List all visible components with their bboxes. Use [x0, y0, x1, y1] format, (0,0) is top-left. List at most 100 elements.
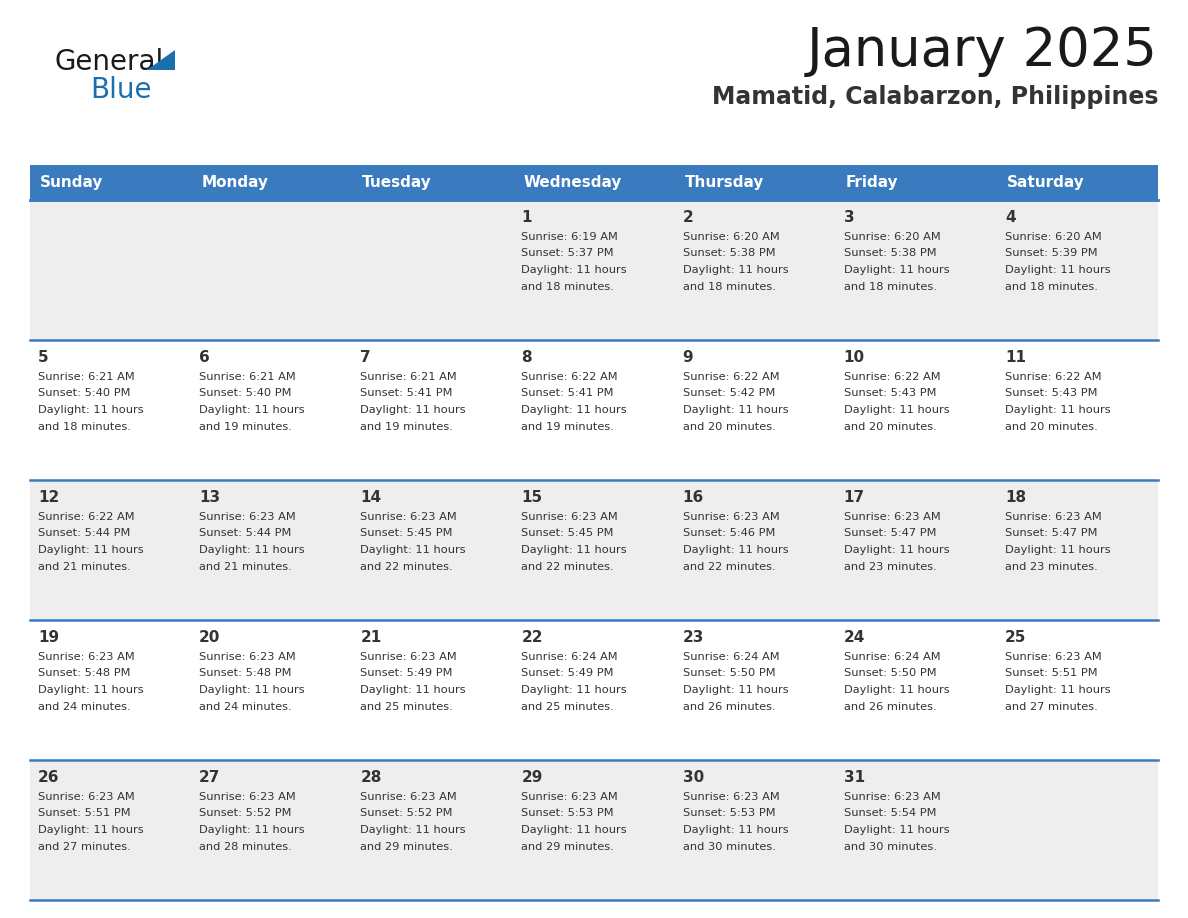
- Text: Sunset: 5:41 PM: Sunset: 5:41 PM: [360, 388, 453, 398]
- Text: Sunrise: 6:23 AM: Sunrise: 6:23 AM: [843, 512, 941, 522]
- Text: 16: 16: [683, 490, 703, 505]
- Text: and 29 minutes.: and 29 minutes.: [522, 842, 614, 852]
- Bar: [30, 165, 1158, 200]
- Text: Sunset: 5:47 PM: Sunset: 5:47 PM: [1005, 529, 1098, 539]
- Text: 28: 28: [360, 770, 381, 785]
- Text: Wednesday: Wednesday: [524, 175, 621, 190]
- Text: Sunset: 5:48 PM: Sunset: 5:48 PM: [38, 668, 131, 678]
- Text: Daylight: 11 hours: Daylight: 11 hours: [38, 825, 144, 835]
- Bar: [30, 760, 1158, 900]
- Text: Daylight: 11 hours: Daylight: 11 hours: [683, 685, 788, 695]
- Text: Blue: Blue: [90, 76, 152, 104]
- Text: Sunrise: 6:21 AM: Sunrise: 6:21 AM: [360, 372, 457, 382]
- Text: Daylight: 11 hours: Daylight: 11 hours: [1005, 265, 1111, 275]
- Text: Sunset: 5:47 PM: Sunset: 5:47 PM: [843, 529, 936, 539]
- Text: Daylight: 11 hours: Daylight: 11 hours: [1005, 405, 1111, 415]
- Bar: [30, 200, 1158, 340]
- Text: Sunset: 5:38 PM: Sunset: 5:38 PM: [683, 249, 776, 259]
- Text: General: General: [55, 48, 164, 76]
- Text: Sunrise: 6:21 AM: Sunrise: 6:21 AM: [38, 372, 134, 382]
- Text: and 25 minutes.: and 25 minutes.: [360, 701, 453, 711]
- Text: Sunset: 5:44 PM: Sunset: 5:44 PM: [38, 529, 131, 539]
- Text: 13: 13: [200, 490, 220, 505]
- Polygon shape: [147, 50, 175, 70]
- Text: Sunrise: 6:23 AM: Sunrise: 6:23 AM: [200, 512, 296, 522]
- Text: 30: 30: [683, 770, 703, 785]
- Text: Saturday: Saturday: [1007, 175, 1085, 190]
- Text: and 20 minutes.: and 20 minutes.: [1005, 421, 1098, 431]
- Text: 24: 24: [843, 630, 865, 645]
- Text: and 19 minutes.: and 19 minutes.: [522, 421, 614, 431]
- Text: Daylight: 11 hours: Daylight: 11 hours: [38, 405, 144, 415]
- Text: Sunrise: 6:23 AM: Sunrise: 6:23 AM: [360, 652, 457, 662]
- Text: Sunrise: 6:23 AM: Sunrise: 6:23 AM: [200, 792, 296, 802]
- Bar: [30, 480, 1158, 620]
- Text: and 21 minutes.: and 21 minutes.: [38, 562, 131, 572]
- Text: 25: 25: [1005, 630, 1026, 645]
- Text: and 20 minutes.: and 20 minutes.: [683, 421, 776, 431]
- Text: Sunset: 5:44 PM: Sunset: 5:44 PM: [200, 529, 291, 539]
- Text: Sunset: 5:52 PM: Sunset: 5:52 PM: [360, 809, 453, 819]
- Text: Daylight: 11 hours: Daylight: 11 hours: [522, 825, 627, 835]
- Text: Daylight: 11 hours: Daylight: 11 hours: [38, 685, 144, 695]
- Text: Sunrise: 6:22 AM: Sunrise: 6:22 AM: [38, 512, 134, 522]
- Text: and 18 minutes.: and 18 minutes.: [843, 282, 936, 292]
- Text: 11: 11: [1005, 350, 1026, 365]
- Text: Daylight: 11 hours: Daylight: 11 hours: [360, 685, 466, 695]
- Text: Daylight: 11 hours: Daylight: 11 hours: [38, 545, 144, 555]
- Text: Sunrise: 6:23 AM: Sunrise: 6:23 AM: [38, 792, 134, 802]
- Text: Sunrise: 6:21 AM: Sunrise: 6:21 AM: [200, 372, 296, 382]
- Text: Daylight: 11 hours: Daylight: 11 hours: [200, 405, 305, 415]
- Text: Tuesday: Tuesday: [362, 175, 432, 190]
- Text: Sunset: 5:46 PM: Sunset: 5:46 PM: [683, 529, 775, 539]
- Text: Sunrise: 6:23 AM: Sunrise: 6:23 AM: [522, 792, 618, 802]
- Text: Sunrise: 6:24 AM: Sunrise: 6:24 AM: [522, 652, 618, 662]
- Text: 8: 8: [522, 350, 532, 365]
- Text: 31: 31: [843, 770, 865, 785]
- Text: 15: 15: [522, 490, 543, 505]
- Text: and 22 minutes.: and 22 minutes.: [360, 562, 453, 572]
- Text: Sunset: 5:51 PM: Sunset: 5:51 PM: [38, 809, 131, 819]
- Text: Daylight: 11 hours: Daylight: 11 hours: [200, 685, 305, 695]
- Text: Daylight: 11 hours: Daylight: 11 hours: [843, 545, 949, 555]
- Text: Sunset: 5:39 PM: Sunset: 5:39 PM: [1005, 249, 1098, 259]
- Text: Sunset: 5:50 PM: Sunset: 5:50 PM: [683, 668, 776, 678]
- Text: and 24 minutes.: and 24 minutes.: [200, 701, 292, 711]
- Bar: [30, 620, 1158, 760]
- Text: 27: 27: [200, 770, 221, 785]
- Text: and 18 minutes.: and 18 minutes.: [683, 282, 776, 292]
- Text: and 23 minutes.: and 23 minutes.: [1005, 562, 1098, 572]
- Text: Sunrise: 6:20 AM: Sunrise: 6:20 AM: [683, 232, 779, 242]
- Text: Monday: Monday: [201, 175, 268, 190]
- Text: 19: 19: [38, 630, 59, 645]
- Text: Daylight: 11 hours: Daylight: 11 hours: [843, 685, 949, 695]
- Text: and 19 minutes.: and 19 minutes.: [360, 421, 453, 431]
- Text: 10: 10: [843, 350, 865, 365]
- Text: Sunrise: 6:20 AM: Sunrise: 6:20 AM: [843, 232, 941, 242]
- Text: Sunrise: 6:23 AM: Sunrise: 6:23 AM: [360, 792, 457, 802]
- Text: Sunset: 5:40 PM: Sunset: 5:40 PM: [200, 388, 291, 398]
- Text: 2: 2: [683, 210, 694, 225]
- Text: Daylight: 11 hours: Daylight: 11 hours: [1005, 685, 1111, 695]
- Text: and 18 minutes.: and 18 minutes.: [522, 282, 614, 292]
- Text: Sunrise: 6:22 AM: Sunrise: 6:22 AM: [1005, 372, 1101, 382]
- Text: 21: 21: [360, 630, 381, 645]
- Text: 6: 6: [200, 350, 210, 365]
- Text: Sunset: 5:43 PM: Sunset: 5:43 PM: [843, 388, 936, 398]
- Text: and 20 minutes.: and 20 minutes.: [843, 421, 936, 431]
- Text: Friday: Friday: [846, 175, 898, 190]
- Text: 5: 5: [38, 350, 49, 365]
- Text: and 26 minutes.: and 26 minutes.: [843, 701, 936, 711]
- Text: and 21 minutes.: and 21 minutes.: [200, 562, 292, 572]
- Text: Sunrise: 6:23 AM: Sunrise: 6:23 AM: [843, 792, 941, 802]
- Text: and 26 minutes.: and 26 minutes.: [683, 701, 776, 711]
- Text: Daylight: 11 hours: Daylight: 11 hours: [1005, 545, 1111, 555]
- Text: 17: 17: [843, 490, 865, 505]
- Text: Sunrise: 6:20 AM: Sunrise: 6:20 AM: [1005, 232, 1101, 242]
- Text: Sunset: 5:54 PM: Sunset: 5:54 PM: [843, 809, 936, 819]
- Text: Sunset: 5:50 PM: Sunset: 5:50 PM: [843, 668, 936, 678]
- Text: Sunrise: 6:23 AM: Sunrise: 6:23 AM: [200, 652, 296, 662]
- Text: January 2025: January 2025: [807, 25, 1158, 77]
- Text: 23: 23: [683, 630, 704, 645]
- Text: and 29 minutes.: and 29 minutes.: [360, 842, 453, 852]
